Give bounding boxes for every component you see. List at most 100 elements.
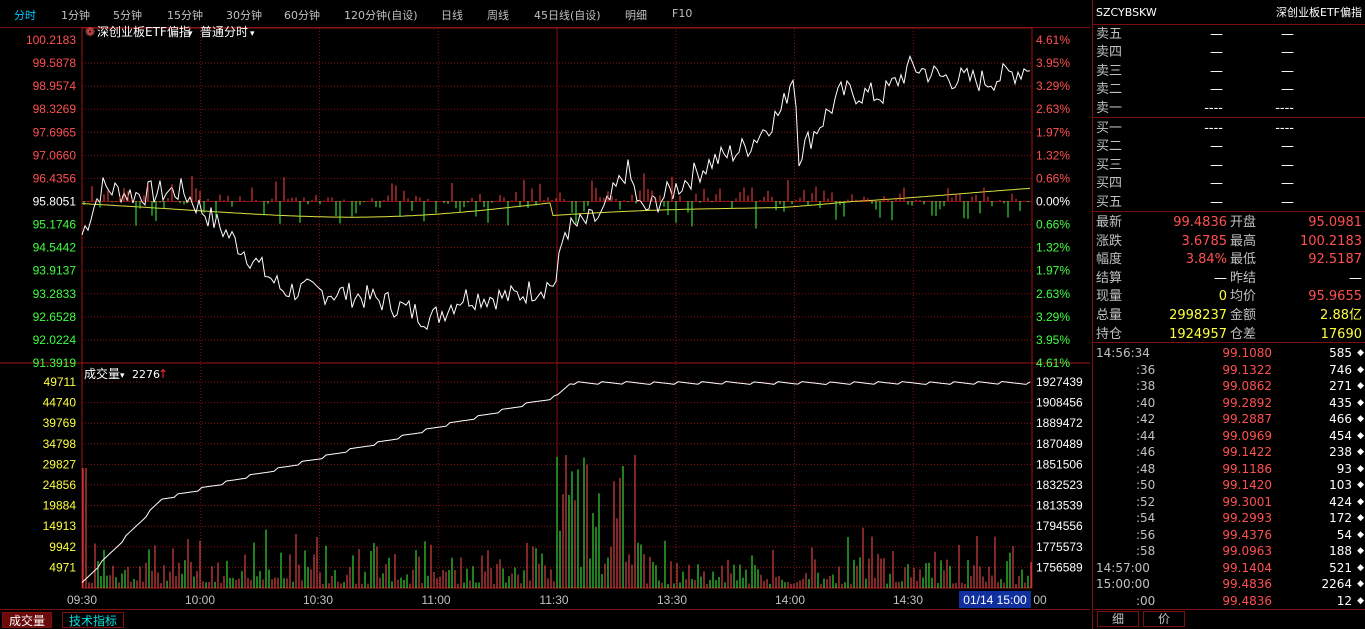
- stat-label: 昨结: [1230, 270, 1257, 286]
- stat-value: 3.6785: [1181, 233, 1228, 249]
- current-time-highlight: [959, 591, 1031, 608]
- price-tick-left: 97.6965: [33, 125, 77, 139]
- chart-title: 深创业板ETF偏指: [97, 24, 191, 39]
- ask-volume: —: [1281, 82, 1294, 98]
- stat-label: 开盘: [1230, 215, 1257, 230]
- stat-value: 1924957: [1169, 326, 1227, 342]
- trade-volume-value: 521: [1329, 560, 1352, 575]
- price-tick-right: 3.95%: [1036, 333, 1070, 347]
- price-tick-left: 94.5442: [33, 241, 77, 255]
- ask-price: ----: [1204, 100, 1223, 116]
- trade-price: 99.4376: [1222, 527, 1272, 542]
- divider: [1093, 342, 1365, 343]
- tab-1[interactable]: 1分钟: [61, 9, 90, 22]
- price-tick-left: 95.8051: [33, 195, 77, 209]
- price-tick-left: 99.5878: [33, 56, 77, 70]
- quote-side-panel: SZCYBSKW 深创业板ETF偏指 卖五 — — 卖四 — — 卖三 — — 卖二 — — 卖一 ---- -…: [1092, 0, 1365, 629]
- stat-label: 结算: [1096, 270, 1123, 286]
- trade-time: :56: [1136, 527, 1156, 542]
- ask-price: —: [1210, 45, 1223, 61]
- price-tick-left: 93.9137: [33, 264, 77, 278]
- price-tick-right: 0.66%: [1036, 171, 1070, 185]
- stat-label: 仓差: [1230, 326, 1257, 342]
- tab-8[interactable]: 周线: [487, 9, 509, 22]
- stat-row: 现量 0 均价 95.9655: [1093, 288, 1365, 306]
- ask-volume: —: [1281, 45, 1294, 61]
- tab-7[interactable]: 日线: [441, 9, 463, 22]
- ask-label: 卖二: [1096, 82, 1123, 98]
- trade-volume-value: 424: [1329, 494, 1352, 509]
- trade-volume-value: 238: [1329, 445, 1352, 459]
- stat-label: 最低: [1230, 252, 1257, 268]
- tab-5[interactable]: 60分钟: [284, 9, 320, 22]
- stat-label: 现量: [1096, 289, 1123, 305]
- tab-0[interactable]: 分时: [14, 9, 36, 22]
- trade-row: :38 99.0862 271 ◆: [1093, 377, 1365, 395]
- trade-row: :42 99.2887 466 ◆: [1093, 410, 1365, 428]
- tab-9[interactable]: 45日线(自设): [534, 9, 601, 22]
- direction-icon: ◆: [1357, 579, 1364, 589]
- ask-label: 卖三: [1096, 63, 1123, 79]
- trade-row: :46 99.1422 238 ◆: [1093, 443, 1365, 461]
- time-label-end: 00: [1033, 593, 1047, 607]
- time-label: 11:30: [539, 593, 568, 607]
- divider: [1093, 609, 1365, 610]
- trade-price: 99.1322: [1222, 362, 1272, 377]
- trade-volume: 746: [1329, 361, 1352, 379]
- price-tick-right: 4.61%: [1036, 356, 1070, 370]
- stat-row: 幅度 3.84% 最低 92.5187: [1093, 251, 1365, 269]
- trade-volume: 271: [1329, 377, 1352, 395]
- price-tick-left: 92.0224: [33, 333, 77, 347]
- price-tick-right: 3.29%: [1036, 310, 1070, 324]
- bid-price: —: [1210, 157, 1223, 173]
- direction-icon: ◆: [1357, 480, 1364, 490]
- up-arrow-icon: ↑: [158, 367, 168, 381]
- direction-icon: ◆: [1357, 496, 1364, 507]
- side-tab-1[interactable]: 价: [1143, 611, 1185, 627]
- bid-row: 买二 — —: [1093, 138, 1365, 156]
- side-tab-0[interactable]: 细: [1097, 611, 1139, 627]
- volume-tick-right: 1870489: [1036, 437, 1083, 451]
- tab-2[interactable]: 5分钟: [113, 9, 142, 22]
- volume-tick-right: 1889472: [1036, 416, 1083, 430]
- tab-6[interactable]: 120分钟(自设): [344, 9, 418, 22]
- price-tick-left: 98.9574: [33, 79, 77, 93]
- price-tick-right: 1.32%: [1036, 148, 1070, 162]
- dropdown-icon: ▾: [188, 29, 193, 39]
- direction-icon: ◆: [1357, 414, 1364, 424]
- trade-row: 14:57:00 99.1404 521 ◆: [1093, 559, 1365, 577]
- bottom-tab-0[interactable]: 成交量: [2, 612, 53, 628]
- trade-time: :36: [1136, 362, 1156, 377]
- stat-value: 0: [1218, 289, 1227, 305]
- trade-volume-value: 466: [1329, 412, 1352, 426]
- stat-label: 均价: [1230, 289, 1257, 305]
- volume-tick-left: 24856: [43, 478, 77, 492]
- bid-row: 买一 ---- ----: [1093, 120, 1365, 138]
- volume-tick-left: 34798: [43, 437, 77, 451]
- stat-value: 17690: [1320, 326, 1362, 342]
- instrument-name: 深创业板ETF偏指: [1276, 6, 1362, 19]
- dropdown-icon: ▾: [120, 371, 125, 381]
- price-tick-left: 97.0660: [33, 148, 77, 162]
- bid-row: 买四 — —: [1093, 175, 1365, 193]
- stat-label: 持仓: [1096, 326, 1123, 342]
- price-tick-right: 4.61%: [1036, 33, 1070, 47]
- stat-label: 金额: [1230, 308, 1257, 323]
- bottom-tab-1[interactable]: 技术指标: [62, 612, 125, 628]
- bid-volume: —: [1281, 176, 1294, 192]
- trade-volume-value: 746: [1329, 362, 1352, 377]
- price-tick-left: 95.1746: [33, 218, 77, 232]
- tab-11[interactable]: F10: [672, 7, 693, 20]
- volume-tick-right: 1794556: [1036, 519, 1083, 533]
- time-label: 10:30: [303, 593, 333, 607]
- tab-4[interactable]: 30分钟: [226, 9, 262, 22]
- tab-10[interactable]: 明细: [625, 9, 647, 22]
- chart-mode: 普通分时: [200, 25, 248, 39]
- trade-time: :38: [1136, 379, 1156, 393]
- trade-price: 99.4836: [1222, 593, 1272, 608]
- trade-row: :00 99.4836 12 ◆: [1093, 592, 1365, 610]
- tab-3[interactable]: 15分钟: [167, 9, 203, 22]
- trade-price: 99.2887: [1222, 412, 1272, 426]
- trade-row: :54 99.2993 172 ◆: [1093, 509, 1365, 527]
- instrument-code: SZCYBSKW: [1096, 6, 1157, 19]
